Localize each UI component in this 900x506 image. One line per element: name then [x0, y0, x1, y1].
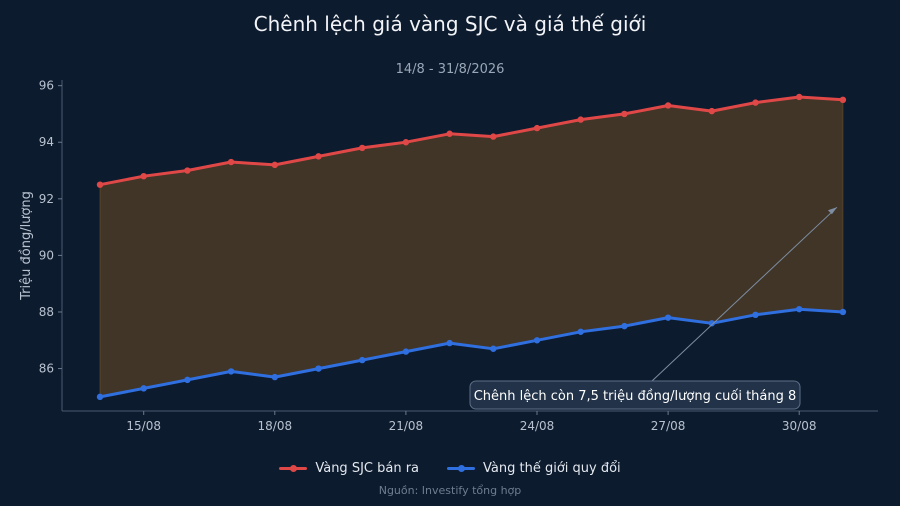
- data-point-series-0: [140, 172, 147, 180]
- x-tick-label: 21/08: [389, 419, 424, 433]
- data-point-series-0: [227, 158, 235, 166]
- data-point-series-0: [577, 116, 584, 123]
- data-point-series-0: [533, 124, 541, 132]
- data-point-series-1: [359, 356, 366, 364]
- y-axis-label: Triệu đồng/lượng: [19, 191, 34, 301]
- data-point-series-0: [708, 107, 715, 115]
- data-point-series-1: [184, 376, 191, 384]
- data-point-series-0: [796, 93, 803, 101]
- data-point-series-1: [96, 393, 104, 401]
- data-point-series-0: [839, 96, 847, 104]
- x-tick-label: 18/08: [258, 419, 293, 433]
- chart-subtitle: 14/8 - 31/8/2026: [395, 62, 505, 77]
- y-tick-label: 90: [39, 248, 54, 262]
- series-line-0: [99, 95, 843, 187]
- x-tick-label: 24/08: [520, 419, 555, 433]
- series-line-1: [99, 307, 843, 399]
- data-point-series-1: [621, 322, 628, 330]
- data-point-series-0: [96, 181, 104, 188]
- data-point-series-0: [315, 153, 322, 160]
- legend-swatch-world: [447, 464, 476, 472]
- data-point-series-1: [839, 308, 847, 316]
- data-point-series-1: [533, 337, 541, 344]
- data-point-series-0: [359, 144, 366, 152]
- x-tick-label: 15/08: [126, 419, 161, 433]
- y-tick-label: 88: [39, 305, 54, 319]
- data-point-series-1: [752, 311, 759, 319]
- x-tick-label: 30/08: [782, 419, 817, 433]
- data-point-series-1: [796, 305, 803, 313]
- data-point-series-1: [140, 385, 147, 392]
- data-point-series-1: [577, 328, 584, 335]
- data-point-series-0: [271, 161, 278, 169]
- legend-label-sjc: Vàng SJC bán ra: [315, 461, 420, 476]
- data-point-series-0: [490, 133, 497, 140]
- spread-fill-area: [99, 96, 844, 398]
- x-tick-label: 27/08: [651, 419, 686, 433]
- legend-item-sjc: Vàng SJC bán ra: [279, 461, 419, 476]
- data-point-series-1: [315, 365, 322, 372]
- data-point-series-0: [446, 130, 453, 137]
- legend-swatch-sjc: [279, 464, 308, 472]
- data-point-series-1: [708, 320, 715, 327]
- data-point-series-1: [490, 345, 497, 352]
- legend-item-world: Vàng thế giới quy đổi: [447, 461, 621, 476]
- y-tick-label: 96: [39, 79, 54, 93]
- source-note: Nguồn: Investify tổng hợp: [378, 484, 522, 497]
- y-tick-label: 86: [39, 362, 54, 376]
- chart-title: Chênh lệch giá vàng SJC và giá thế giới: [253, 12, 647, 36]
- data-point-series-1: [271, 373, 278, 381]
- legend-label-world: Vàng thế giới quy đổi: [483, 461, 621, 476]
- data-point-series-0: [664, 102, 672, 109]
- data-point-series-0: [621, 110, 628, 118]
- y-tick-label: 92: [39, 192, 54, 206]
- annotation-arrow-line: [651, 206, 838, 382]
- annotation-arrow-head: [827, 207, 837, 215]
- data-point-series-0: [752, 99, 759, 106]
- y-tick-label: 94: [39, 135, 54, 149]
- data-point-series-1: [664, 314, 672, 321]
- data-point-series-1: [227, 368, 235, 375]
- data-point-series-1: [446, 339, 453, 347]
- annotation-box: [469, 380, 801, 410]
- annotation-text: Chênh lệch còn 7,5 triệu đồng/lượng cuối…: [474, 389, 797, 404]
- data-point-series-0: [184, 167, 191, 174]
- data-point-series-0: [402, 139, 410, 146]
- data-point-series-1: [402, 348, 410, 355]
- legend: Vàng SJC bán ra Vàng thế giới quy đổi: [0, 461, 900, 476]
